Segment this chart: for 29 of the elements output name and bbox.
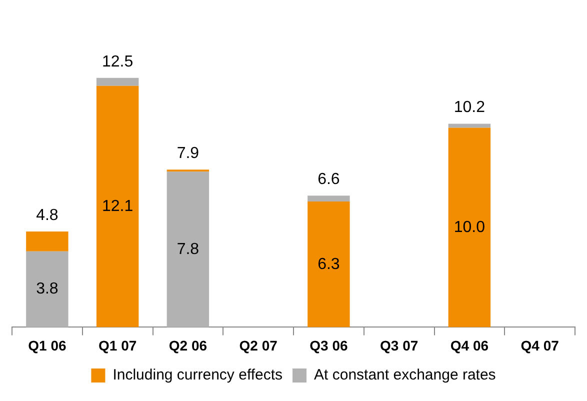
total-label: 7.9 bbox=[176, 145, 200, 162]
data-label: 3.8 bbox=[36, 280, 58, 298]
data-label: 6.3 bbox=[318, 256, 340, 273]
bar bbox=[166, 172, 210, 328]
x-tick-label: Q1 06 bbox=[28, 337, 66, 354]
bar bbox=[308, 196, 350, 202]
x-tick-label: Q2 06 bbox=[168, 337, 208, 354]
data-label: 10.0 bbox=[454, 218, 486, 236]
legend-label: At constant exchange rates bbox=[314, 366, 496, 384]
data-label: 12.1 bbox=[102, 198, 134, 215]
total-label: 10.2 bbox=[454, 99, 486, 116]
data-label: 7.8 bbox=[176, 240, 200, 258]
bar bbox=[26, 251, 68, 328]
total-label: 12.5 bbox=[102, 53, 134, 70]
x-tick-label: Q4 07 bbox=[520, 337, 560, 354]
x-tick-label: Q4 06 bbox=[450, 337, 489, 354]
x-tick-label: Q2 07 bbox=[239, 337, 278, 354]
bar bbox=[448, 128, 491, 328]
total-label: 6.6 bbox=[318, 170, 340, 188]
legend-label: Including currency effects bbox=[112, 366, 283, 384]
bar bbox=[448, 124, 491, 128]
x-tick-label: Q3 06 bbox=[310, 337, 348, 354]
bar bbox=[96, 86, 139, 328]
bar bbox=[96, 78, 139, 86]
x-tick-label: Q1 07 bbox=[98, 337, 137, 354]
bar bbox=[308, 202, 350, 328]
x-tick-label: Q3 07 bbox=[380, 337, 418, 354]
total-label: 4.8 bbox=[36, 206, 58, 224]
bar bbox=[26, 231, 68, 252]
